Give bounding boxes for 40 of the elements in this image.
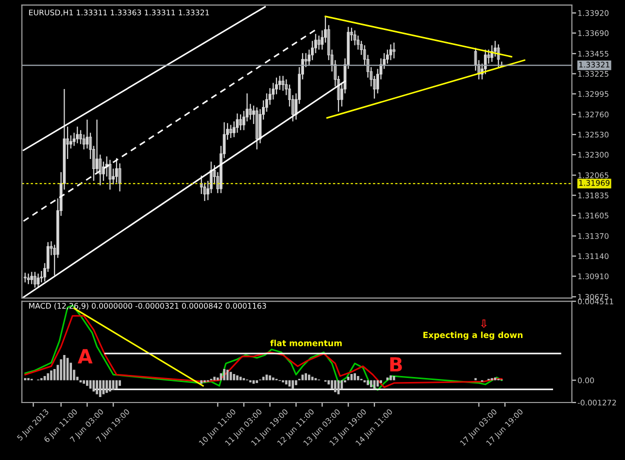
bar [106, 380, 108, 393]
bar [311, 376, 314, 380]
candlestick [24, 272, 27, 283]
bar [285, 380, 288, 384]
bar [236, 375, 238, 380]
bar [252, 380, 255, 384]
bar [99, 380, 102, 398]
bar [370, 380, 372, 388]
annotation: B [390, 357, 402, 372]
bar [292, 380, 294, 389]
bar [92, 380, 95, 392]
bar [230, 372, 232, 380]
bar [256, 380, 258, 384]
bar [216, 377, 219, 380]
annotation: flat momentum [270, 340, 342, 346]
bar [118, 380, 121, 386]
bar [223, 369, 226, 380]
bar [86, 380, 88, 386]
bar [390, 375, 392, 380]
bar [494, 377, 496, 380]
bar [50, 370, 52, 380]
bar [63, 355, 66, 380]
bar [308, 374, 310, 380]
bar [380, 380, 382, 384]
bar [334, 380, 336, 392]
bar [354, 373, 356, 380]
bar [288, 380, 291, 387]
annotation: ⇩ [480, 320, 487, 328]
annotation: A [78, 349, 93, 364]
bar [376, 380, 379, 387]
bar [347, 376, 350, 380]
bar [328, 380, 330, 384]
bar [304, 373, 307, 380]
bar [366, 380, 370, 386]
annotation: Expecting a leg down [423, 332, 522, 340]
bar [266, 374, 268, 380]
bar [272, 377, 274, 380]
bar [44, 376, 46, 380]
bar [112, 380, 114, 390]
bar [108, 380, 112, 392]
